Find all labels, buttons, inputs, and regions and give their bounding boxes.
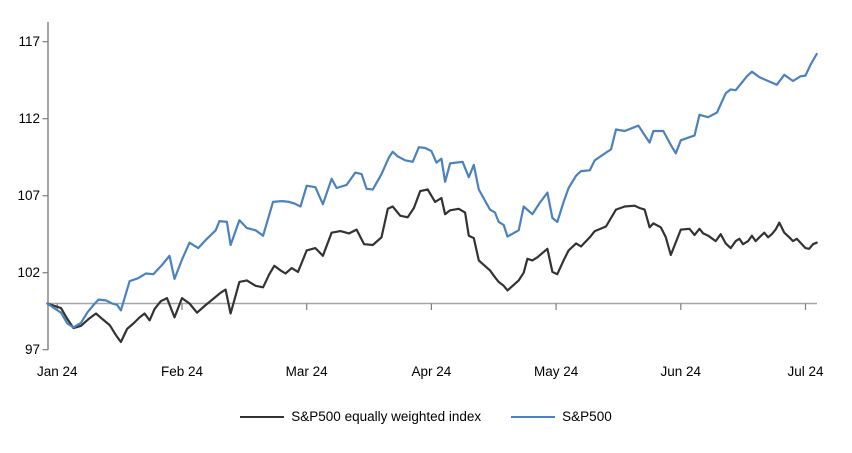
x-axis-label: Mar 24 — [286, 364, 329, 379]
y-axis-tick-label: 112 — [18, 111, 40, 126]
legend-line-swatch-sp500 — [511, 415, 556, 418]
series-line-s-p500-equally-weighted-index — [46, 188, 818, 344]
x-axis-label: Jan 24 — [37, 364, 78, 379]
x-axis-label: Feb 24 — [161, 364, 204, 379]
y-axis-tick-label: 107 — [17, 188, 40, 203]
y-axis-tick-label: 97 — [25, 342, 40, 357]
series-line-s-p500 — [46, 52, 818, 329]
x-axis-label: Jun 24 — [661, 364, 702, 379]
legend-item-sp500: S&P500 — [511, 409, 612, 424]
legend-item-equal-weight: S&P500 equally weighted index — [240, 409, 481, 424]
legend-label-sp500: S&P500 — [562, 409, 612, 424]
x-axis-label: Jul 24 — [787, 364, 824, 379]
chart-canvas: Jan 24 Feb 24 Mar 24 Apr 24 May 24 Jun 24 Jul … — [17, 22, 824, 379]
y-axis-tick-label: 102 — [17, 265, 40, 280]
chart-legend: S&P500 equally weighted index S&P500 — [0, 409, 852, 424]
y-axis-tick-label: 117 — [18, 34, 40, 49]
x-axis-label: May 24 — [534, 364, 579, 379]
x-axis-label: Apr 24 — [412, 364, 452, 379]
legend-label-equal-weight: S&P500 equally weighted index — [291, 409, 482, 424]
legend-line-swatch-equal-weight — [240, 415, 285, 418]
